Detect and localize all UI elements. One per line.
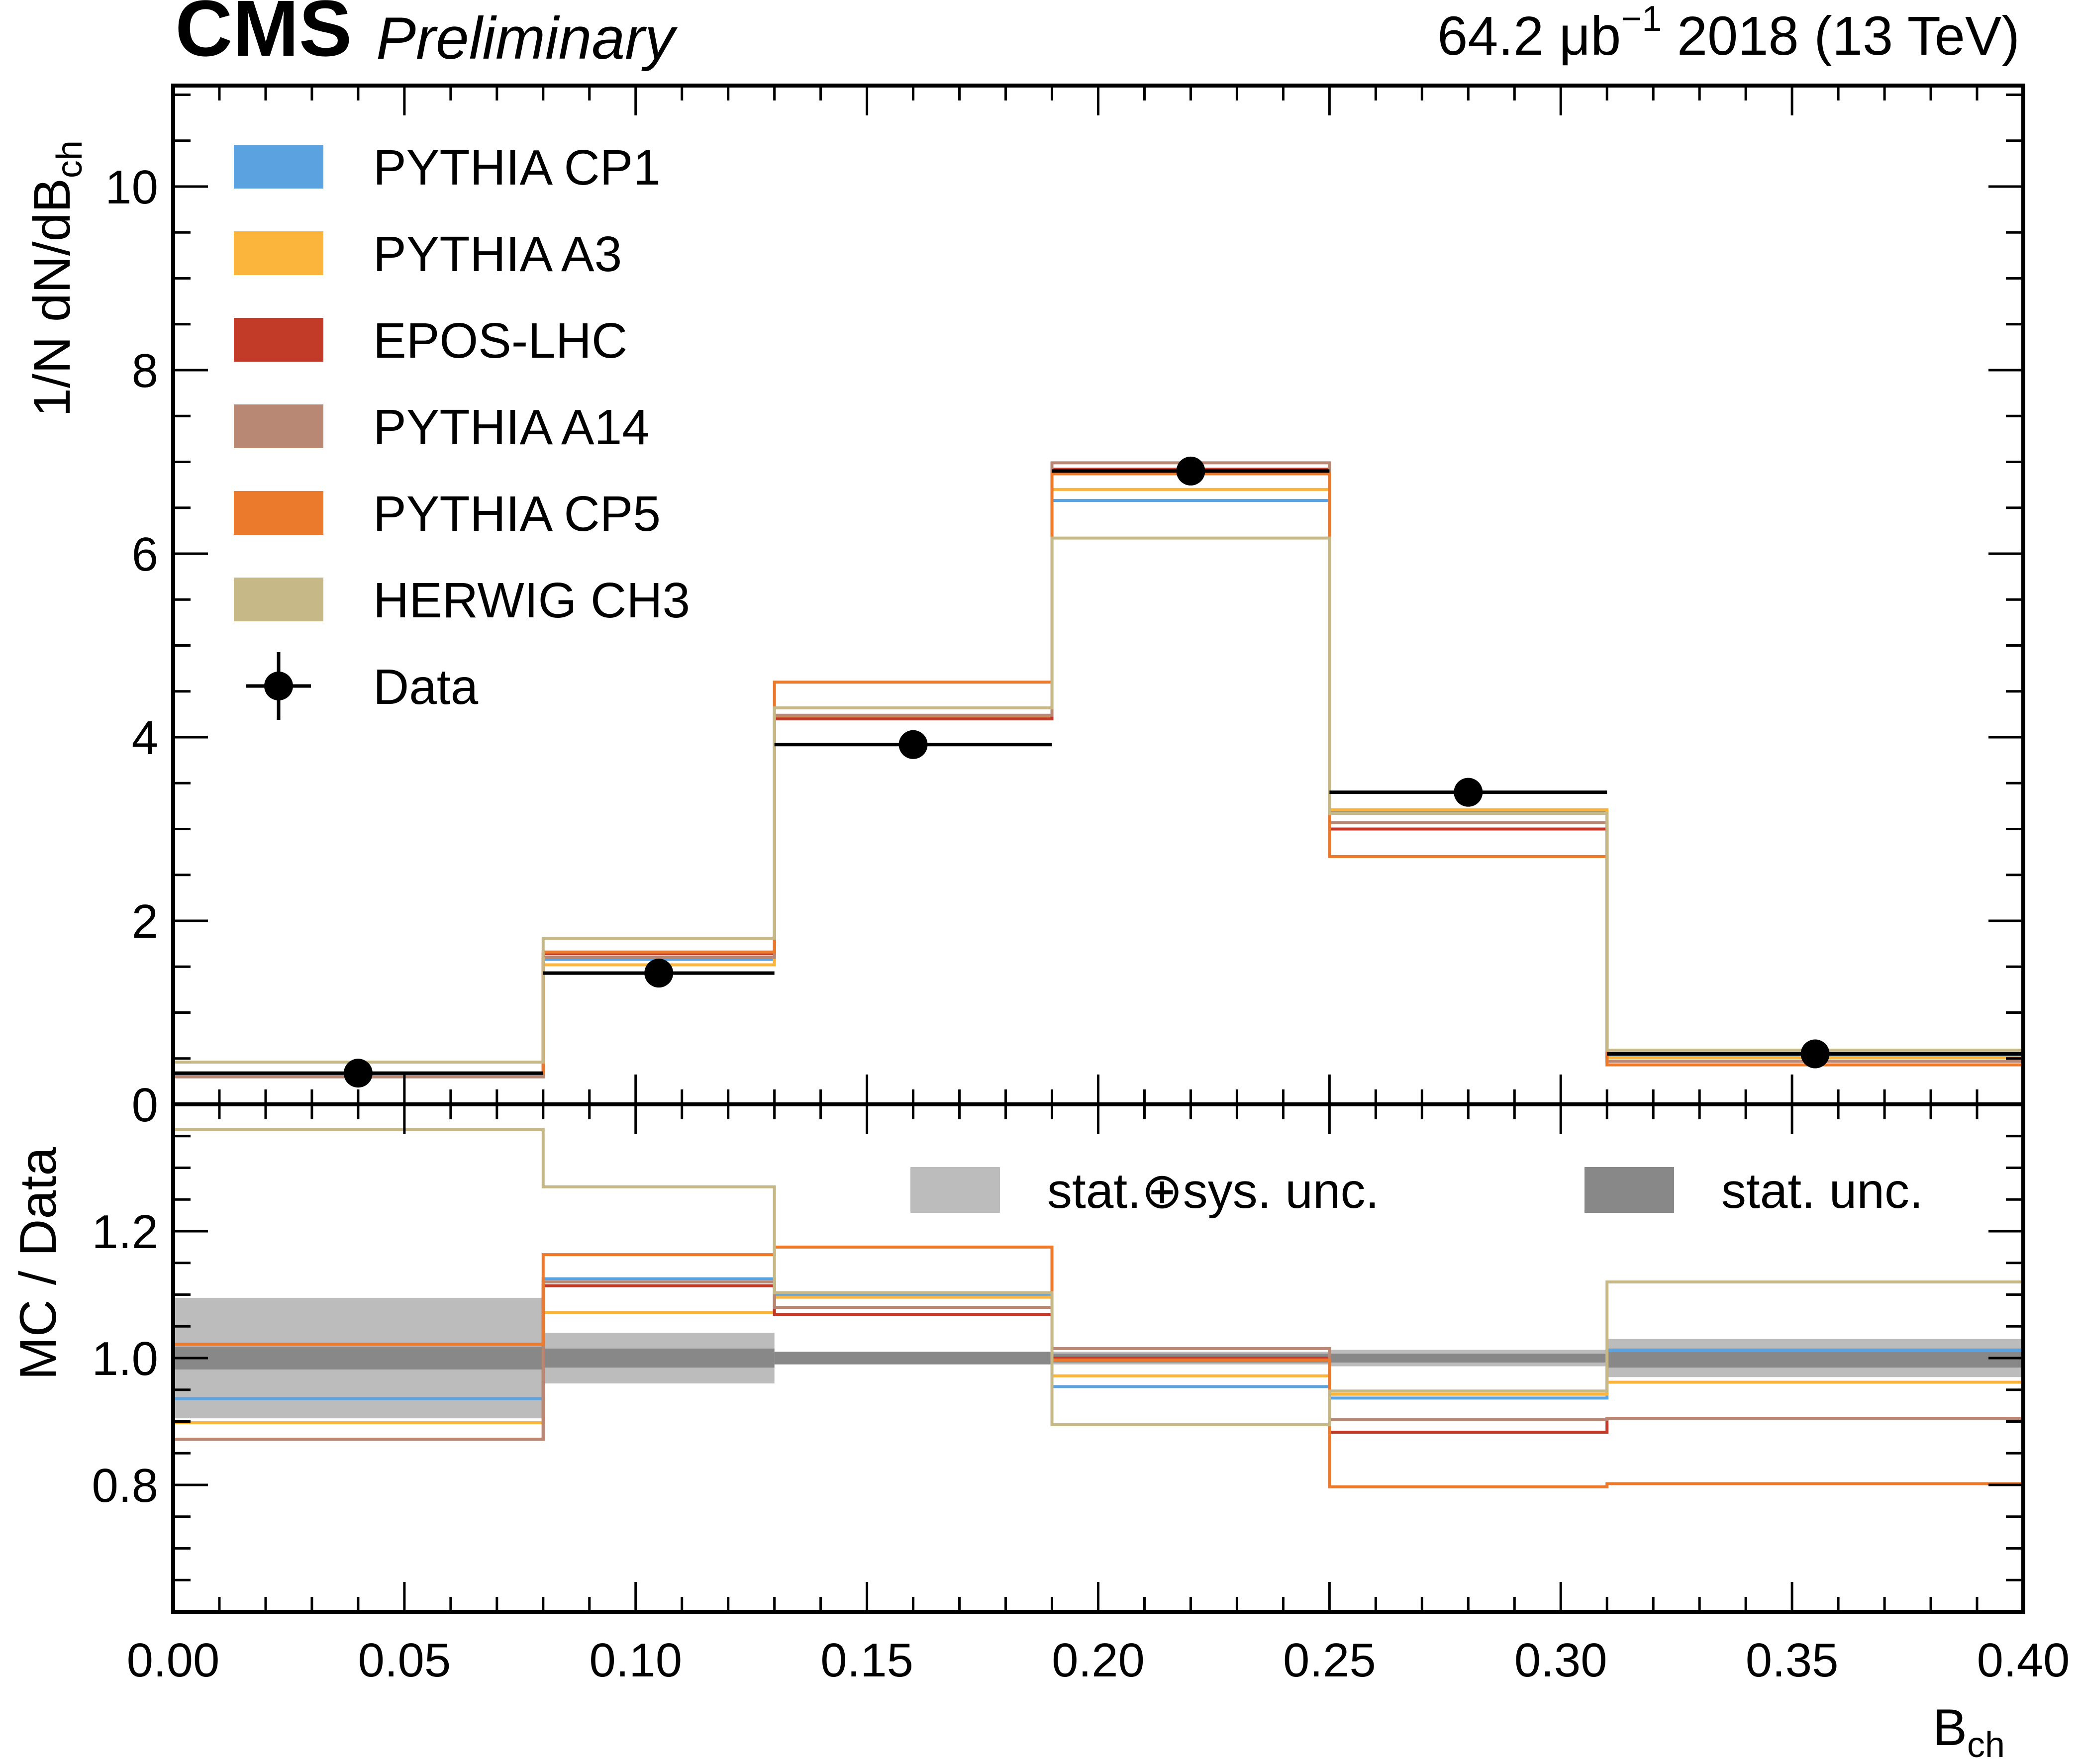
main-y-axis-title-text: 1/N dN/dB — [23, 178, 81, 417]
hist-pythia-cp5 — [173, 472, 2023, 1075]
legend-label: HERWIG CH3 — [373, 573, 690, 628]
ratio-y-tick-label: 1.2 — [92, 1205, 158, 1259]
hist-pythia-a14 — [173, 461, 2023, 1078]
legend-swatch — [234, 491, 323, 535]
legend-item-epos-lhc: EPOS-LHC — [234, 313, 627, 369]
legend-item-stat-sys-unc: stat.⊕sys. unc. — [910, 1163, 1379, 1219]
data-point — [173, 1059, 543, 1088]
x-tick-label: 0.10 — [589, 1634, 682, 1687]
data-point-marker — [644, 959, 674, 988]
data-point — [543, 959, 775, 988]
ratio-y-tick-label: 1.0 — [92, 1332, 158, 1385]
ratio-series-group — [173, 1128, 2023, 1488]
main-plot-area — [173, 456, 2023, 1088]
hist-epos-lhc — [173, 468, 2023, 1078]
legend-label: PYTHIA A3 — [373, 226, 622, 282]
ratio-legend: stat.⊕sys. unc. stat. unc. — [910, 1163, 1923, 1219]
legend-item-data: Data — [246, 652, 479, 720]
data-point-marker — [1800, 1039, 1830, 1069]
legend-label: stat. unc. — [1721, 1163, 1923, 1219]
y-tick-label: 10 — [105, 161, 158, 214]
lumi-rest: 2018 (13 TeV) — [1662, 5, 2020, 67]
legend-item-herwig-ch3: HERWIG CH3 — [234, 573, 690, 628]
ratio-y-axis-title: MC / Data — [9, 1147, 67, 1380]
legend-label: PYTHIA CP5 — [373, 486, 661, 542]
main-y-axis-title-sub: ch — [50, 140, 90, 178]
data-point — [1607, 1039, 2023, 1069]
main-series-group — [173, 461, 2023, 1078]
band-stat-unc — [774, 1352, 1052, 1365]
legend-item-pythia-a14: PYTHIA A14 — [234, 399, 650, 455]
x-tick-label: 0.40 — [1977, 1634, 2070, 1687]
x-tick-label: 0.00 — [127, 1634, 220, 1687]
ratio-herwig-ch3 — [173, 1128, 2023, 1426]
band-stat-unc — [1329, 1354, 1607, 1363]
legend-label: PYTHIA A14 — [373, 399, 650, 455]
x-tick-label: 0.05 — [358, 1634, 451, 1687]
lumi-exponent: −1 — [1621, 0, 1662, 39]
x-tick-label: 0.35 — [1746, 1634, 1839, 1687]
legend-swatch — [234, 231, 323, 275]
data-point-marker — [343, 1059, 373, 1088]
legend-label: Data — [373, 659, 479, 715]
ratio-y-tick-label: 0.8 — [92, 1459, 158, 1512]
legend-swatch — [1585, 1167, 1674, 1213]
legend-item-pythia-cp5: PYTHIA CP5 — [234, 486, 661, 542]
x-axis-title: Bch — [1933, 1699, 2005, 1764]
main-y-axis-title: 1/N dN/dBch — [23, 140, 90, 417]
lumi-label: 64.2 μb−1 2018 (13 TeV) — [1437, 0, 2020, 67]
band-stat-unc — [543, 1348, 775, 1368]
x-tick-label: 0.25 — [1283, 1634, 1376, 1687]
data-point-marker — [1454, 778, 1483, 807]
legend-data-marker — [264, 672, 293, 700]
x-tick-label: 0.15 — [820, 1634, 913, 1687]
preliminary-label: Preliminary — [376, 5, 678, 72]
legend-swatch — [234, 318, 323, 362]
legend-label: EPOS-LHC — [373, 313, 627, 369]
legend-item-pythia-a3: PYTHIA A3 — [234, 226, 622, 282]
legend-label: stat.⊕sys. unc. — [1047, 1163, 1379, 1219]
legend-swatch — [234, 578, 323, 621]
y-tick-label: 4 — [132, 711, 158, 765]
legend-item-stat-unc: stat. unc. — [1585, 1163, 1923, 1219]
legend-swatch — [234, 404, 323, 448]
x-tick-label: 0.30 — [1514, 1634, 1607, 1687]
x-axis-title-text: B — [1933, 1699, 1967, 1757]
x-tick-label: 0.20 — [1052, 1634, 1145, 1687]
cms-label: CMS — [175, 0, 352, 73]
main-legend: PYTHIA CP1 PYTHIA A3 EPOS-LHC PYTHIA A14 PYT… — [234, 140, 690, 720]
data-point — [1052, 456, 1330, 486]
x-axis-title-sub: ch — [1967, 1725, 2005, 1764]
data-point — [774, 730, 1052, 759]
band-stat-unc — [173, 1347, 543, 1370]
ratio-axes: 0.8 1.0 1.2 — [92, 1102, 2025, 1614]
y-tick-label: 0 — [132, 1078, 158, 1132]
legend-label: PYTHIA CP1 — [373, 140, 661, 196]
legend-item-pythia-cp1: PYTHIA CP1 — [234, 140, 661, 196]
y-tick-label: 6 — [132, 528, 158, 581]
x-tick-labels: 0.00 0.05 0.10 0.15 0.20 0.25 0.30 0.35 0.40 — [127, 1634, 2070, 1687]
data-point-marker — [1176, 456, 1205, 486]
data-point — [1329, 778, 1607, 807]
y-tick-label: 2 — [132, 895, 158, 948]
legend-swatch — [910, 1167, 1000, 1213]
hist-herwig-ch3 — [173, 536, 2023, 1064]
lumi-value: 64.2 μb — [1437, 5, 1621, 67]
data-points-group — [173, 456, 2023, 1088]
data-point-marker — [898, 730, 928, 759]
legend-swatch — [234, 145, 323, 189]
y-tick-label: 8 — [132, 344, 158, 397]
